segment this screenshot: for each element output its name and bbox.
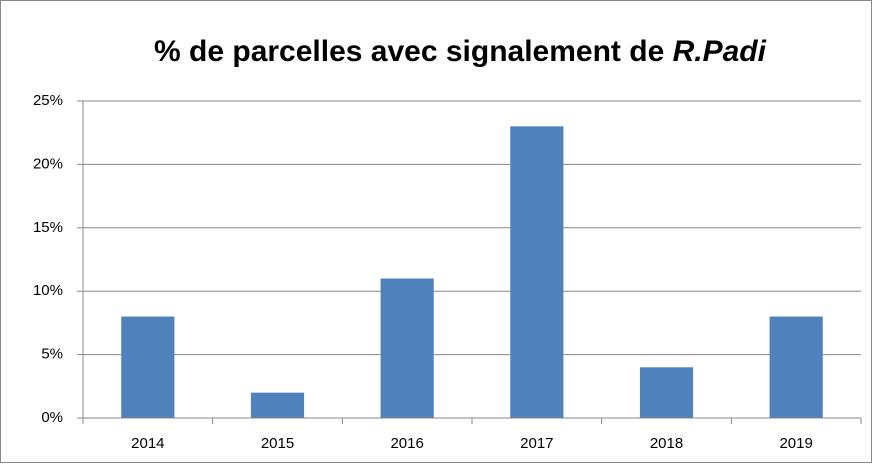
title-species: R.Padi: [673, 35, 767, 68]
x-tick-label: 2014: [131, 435, 164, 452]
bar: [639, 367, 694, 418]
y-tick-label: 0%: [41, 409, 63, 426]
y-tick-label: 20%: [33, 155, 63, 172]
x-tick-label: 2019: [779, 435, 812, 452]
y-tick-label: 5%: [41, 346, 63, 363]
y-tick-label: 10%: [33, 282, 63, 299]
x-tick-label: 2018: [650, 435, 683, 452]
y-tick-label: 15%: [33, 219, 63, 236]
x-tick-label: 2016: [390, 435, 423, 452]
x-tick-label: 2015: [261, 435, 294, 452]
x-tick-label: 2017: [520, 435, 553, 452]
bar: [510, 126, 564, 419]
bar: [380, 278, 434, 418]
chart-title: % de parcelles avec signalement de R.Pad…: [154, 35, 767, 68]
bar: [121, 316, 175, 418]
y-tick-label: 25%: [33, 92, 63, 109]
bar: [769, 316, 823, 418]
title-text: % de parcelles avec signalement de: [154, 35, 664, 68]
bar: [250, 392, 305, 418]
